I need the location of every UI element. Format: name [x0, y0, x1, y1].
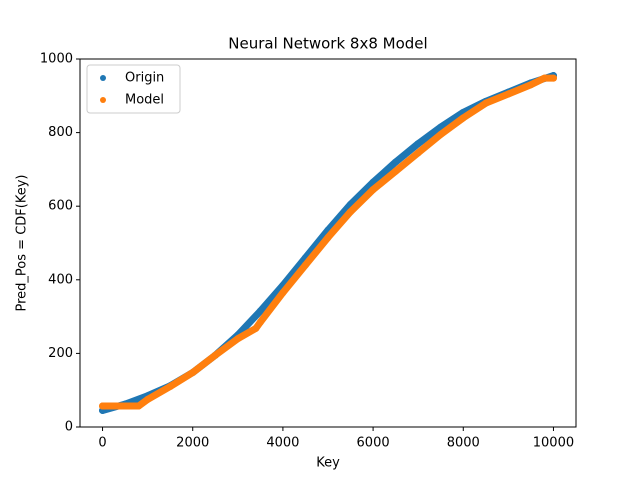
y-tick-label: 800 [48, 125, 73, 140]
point [504, 90, 512, 98]
legend-label: Origin [125, 71, 164, 86]
legend-marker [100, 75, 106, 81]
x-axis-label: Key [316, 456, 340, 471]
y-tick-label: 600 [48, 199, 73, 214]
point [99, 402, 107, 410]
y-tick-label: 400 [48, 272, 73, 287]
point [540, 74, 548, 82]
point [414, 149, 422, 157]
point [301, 261, 309, 269]
plot-frame [79, 58, 577, 428]
y-tick-label: 0 [65, 420, 73, 435]
legend-marker [100, 97, 106, 103]
y-axis-label: Pred_Pos = CDF(Key) [15, 175, 30, 312]
point [256, 318, 264, 326]
point [369, 186, 377, 194]
legend-label: Model [125, 93, 164, 108]
y-tick-label: 200 [48, 346, 73, 361]
point [392, 167, 400, 175]
series-trace [99, 74, 557, 410]
point [234, 335, 242, 343]
point [482, 99, 490, 107]
point [549, 74, 557, 82]
x-tick-label: 2000 [176, 436, 209, 451]
point [252, 324, 260, 332]
point [144, 395, 152, 403]
point [166, 383, 174, 391]
point [135, 402, 143, 410]
point [459, 114, 467, 122]
point [279, 289, 287, 297]
point [414, 140, 422, 148]
point [189, 369, 197, 377]
y-tick-label: 1000 [40, 52, 73, 67]
x-tick-label: 10000 [533, 436, 574, 451]
x-tick-label: 4000 [266, 436, 299, 451]
point [256, 307, 264, 315]
point [527, 81, 535, 89]
x-tick-label: 0 [98, 436, 106, 451]
point [347, 208, 355, 216]
point [392, 158, 400, 166]
point [211, 351, 219, 359]
point [324, 233, 332, 241]
legend-box [86, 64, 181, 114]
point [117, 402, 125, 410]
x-tick-label: 6000 [357, 436, 390, 451]
x-tick-label: 8000 [447, 436, 480, 451]
point [437, 130, 445, 138]
chart-title: Neural Network 8x8 Model [228, 35, 427, 53]
